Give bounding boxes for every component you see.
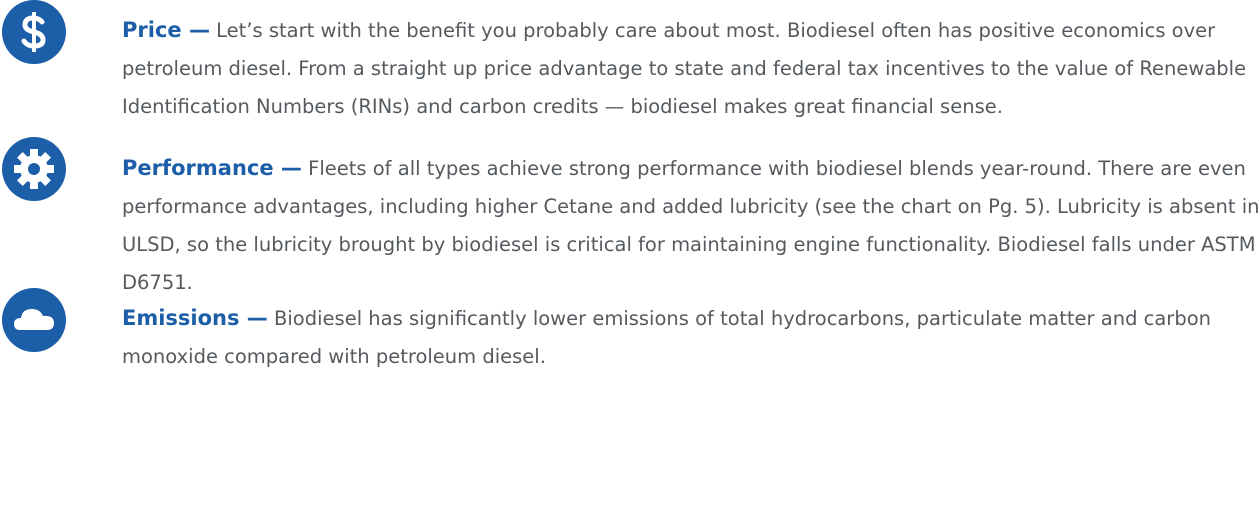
price-icon [2,0,66,64]
price-item: Price — Let’s start with the benefit you… [122,11,1260,126]
item-title: Price — [122,18,210,42]
item-text: Biodiesel has significantly lower emissi… [122,307,1211,368]
performance-icon [2,137,66,201]
item-text: Let’s start with the benefit you probabl… [122,19,1247,118]
item-title: Performance — [122,156,302,180]
item-title: Emissions — [122,306,268,330]
emissions-item: Emissions — Biodiesel has significantly … [122,299,1260,376]
emissions-icon [2,288,66,352]
item-text: Fleets of all types achieve strong perfo… [122,157,1260,294]
performance-item: Performance — Fleets of all types achiev… [122,149,1260,302]
